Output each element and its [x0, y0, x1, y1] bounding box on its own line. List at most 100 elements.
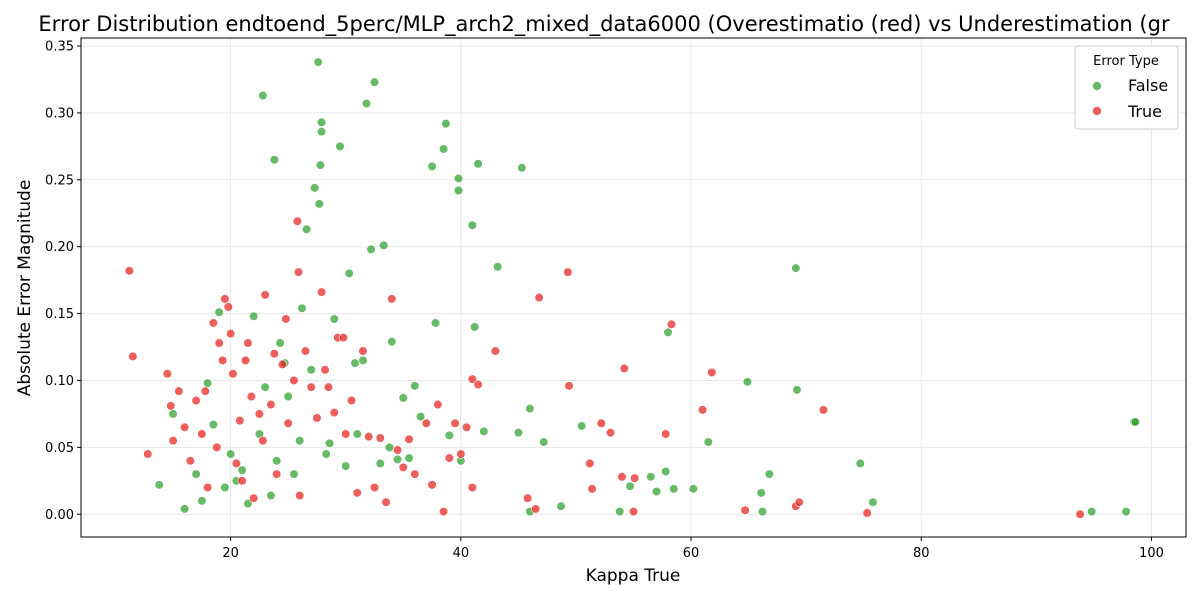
- data-point-true: [346, 395, 357, 406]
- data-point-false: [470, 322, 480, 332]
- data-point-false: [479, 426, 489, 436]
- data-point-true: [277, 359, 288, 370]
- data-point-true: [289, 375, 299, 386]
- data-point-false: [275, 338, 285, 348]
- legend-marker-false: [1092, 81, 1102, 91]
- data-point-true: [450, 418, 460, 428]
- data-point-true: [585, 458, 595, 469]
- data-point-true: [226, 329, 236, 339]
- data-point-false: [302, 224, 312, 234]
- data-point-true: [427, 480, 437, 490]
- series-false: [154, 57, 1140, 517]
- x-axis-label: Kappa True: [586, 566, 681, 586]
- data-point-false: [361, 98, 372, 109]
- data-point-true: [246, 391, 256, 402]
- data-point-false: [387, 337, 397, 347]
- data-point-true: [191, 395, 201, 406]
- data-point-true: [794, 497, 804, 507]
- data-point-true: [293, 267, 304, 277]
- data-point-false: [577, 421, 587, 431]
- data-point-true: [392, 445, 403, 455]
- data-point-true: [217, 355, 228, 366]
- data-point-false: [444, 430, 454, 440]
- data-point-false: [321, 449, 331, 459]
- data-point-true: [266, 399, 276, 410]
- data-point-true: [740, 505, 750, 515]
- data-point-false: [366, 244, 376, 254]
- data-point-true: [404, 434, 414, 444]
- data-point-true: [258, 436, 268, 446]
- data-point-true: [444, 453, 454, 463]
- data-point-false: [441, 119, 451, 129]
- data-point-false: [651, 486, 662, 497]
- data-point-false: [792, 385, 802, 395]
- data-point-true: [596, 418, 606, 428]
- data-point-false: [392, 454, 403, 465]
- data-point-true: [630, 473, 640, 483]
- y-tick-label: 0.25: [45, 173, 74, 188]
- data-point-true: [369, 482, 380, 493]
- data-point-true: [254, 409, 265, 419]
- x-tick-label: 60: [683, 546, 700, 561]
- data-point-false: [269, 155, 279, 165]
- data-point-false: [341, 461, 351, 471]
- data-point-true: [364, 432, 374, 442]
- legend-marker-true: [1092, 106, 1102, 116]
- data-point-true: [564, 381, 574, 391]
- data-point-false: [384, 442, 395, 452]
- data-point-false: [214, 307, 224, 317]
- data-point-false: [226, 449, 236, 459]
- plot-frame: [80, 37, 1187, 538]
- data-point-false: [398, 393, 408, 403]
- x-tick-label: 20: [222, 546, 239, 561]
- data-point-false: [350, 358, 360, 368]
- data-point-false: [154, 480, 164, 490]
- data-point-true: [387, 294, 397, 304]
- data-point-true: [208, 318, 218, 328]
- data-point-false: [625, 481, 635, 491]
- data-point-false: [306, 365, 316, 375]
- data-point-true: [1075, 509, 1085, 519]
- data-point-false: [220, 482, 230, 493]
- y-tick-label: 0.30: [45, 106, 74, 121]
- data-point-false: [375, 458, 385, 469]
- data-point-false: [757, 506, 768, 517]
- data-point-true: [128, 351, 138, 361]
- data-point-true: [212, 442, 222, 452]
- data-point-false: [179, 504, 190, 514]
- data-point-false: [352, 429, 362, 439]
- data-point-false: [646, 472, 656, 482]
- data-point-true: [619, 363, 629, 374]
- y-axis-ticks: 0.00 0.05 0.10 0.15 0.20 0.25 0.30 0.35: [45, 40, 81, 523]
- data-point-false: [266, 490, 276, 501]
- data-point-true: [316, 287, 327, 297]
- y-tick-label: 0.10: [45, 374, 74, 389]
- data-point-true: [260, 290, 270, 300]
- data-point-true: [235, 416, 245, 426]
- data-point-true: [281, 314, 291, 324]
- data-point-true: [272, 469, 282, 479]
- data-point-false: [703, 437, 713, 447]
- data-point-false: [313, 57, 323, 67]
- x-tick-label: 100: [1139, 546, 1164, 561]
- data-point-false: [427, 161, 437, 172]
- data-point-true: [438, 506, 449, 517]
- x-axis-ticks: 20 40 60 80 100: [222, 537, 1164, 561]
- data-point-true: [697, 405, 708, 415]
- data-point-true: [563, 267, 573, 277]
- x-tick-label: 40: [453, 546, 470, 561]
- data-point-false: [473, 159, 483, 169]
- data-point-false: [539, 437, 549, 447]
- data-point-true: [398, 462, 408, 473]
- data-point-true: [410, 469, 420, 479]
- data-point-false: [297, 303, 307, 313]
- data-point-true: [200, 386, 210, 396]
- data-point-false: [1087, 506, 1097, 517]
- data-point-true: [461, 422, 472, 432]
- data-point-false: [791, 263, 801, 273]
- legend-label-true: True: [1127, 102, 1162, 121]
- data-point-false: [358, 355, 368, 366]
- legend-label-false: False: [1128, 76, 1168, 95]
- data-point-false: [289, 469, 299, 479]
